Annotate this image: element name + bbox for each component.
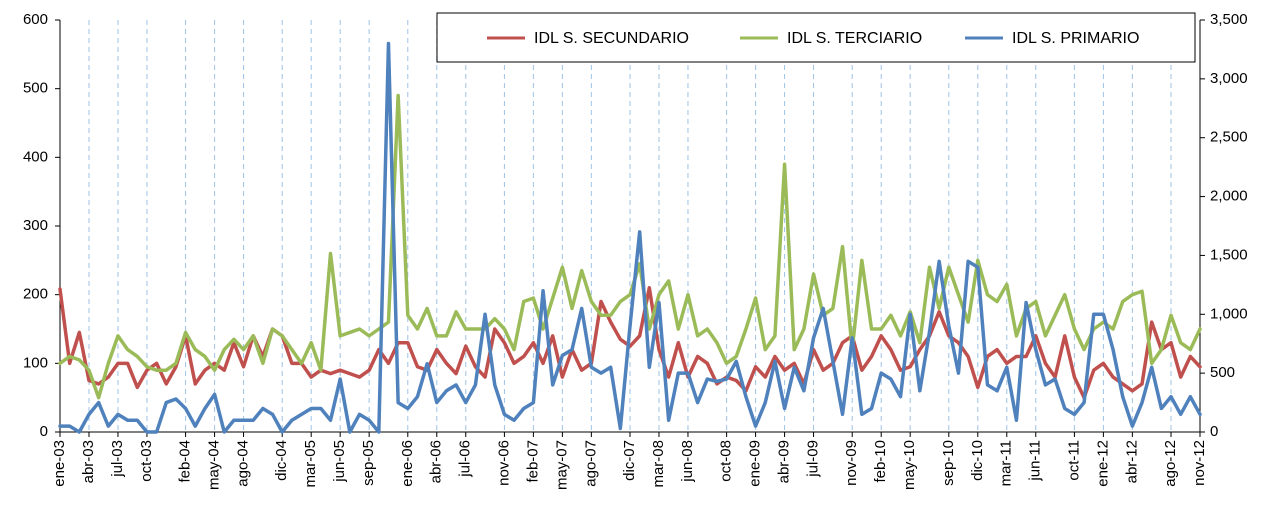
series-line [58, 93, 1202, 400]
x-tick-label: dic-04 [273, 440, 290, 481]
x-tick-label: ene-06 [399, 440, 416, 487]
y2-tick-label: 1,000 [1210, 305, 1248, 322]
x-tick-label: abr-09 [776, 440, 793, 483]
x-tick-label: jun-11 [1027, 440, 1044, 482]
x-tick-label: jul-09 [805, 440, 822, 478]
y-tick-label: 200 [23, 286, 48, 303]
legend-box [436, 12, 1196, 63]
x-tick-label: may-07 [553, 440, 570, 490]
x-tick-label: sep-05 [360, 440, 377, 486]
x-tick-label: oct-08 [718, 440, 735, 482]
x-tick-label: may-04 [206, 440, 223, 490]
x-tick-label: ene-09 [747, 440, 764, 487]
x-tick-label: sep-10 [940, 440, 957, 486]
x-tick-label: jun-08 [679, 440, 696, 483]
x-tick-label: dic-10 [969, 440, 986, 481]
x-tick-label: mar-11 [998, 440, 1015, 486]
y-tick-label: 400 [23, 148, 48, 165]
legend: IDL S. SECUNDARIO IDL S. TERCIARIO IDL S. … [436, 12, 1196, 63]
x-tick-label: ago-12 [1162, 440, 1179, 487]
y2-tick-label: 500 [1210, 364, 1235, 381]
y2-tick-label: 0 [1210, 423, 1218, 440]
x-tick-label: oct-11 [1065, 440, 1082, 481]
x-tick-label: feb-04 [177, 440, 194, 483]
x-tick-label: ago-04 [235, 440, 252, 487]
x-tick-label: abr-12 [1123, 440, 1140, 483]
y2-tick-label: 3,000 [1210, 70, 1248, 87]
series-line [58, 286, 1202, 400]
x-tick-label: jul-06 [457, 440, 474, 478]
legend-label: IDL S. SECUNDARIO [534, 30, 689, 47]
y-tick-label: 100 [23, 354, 48, 371]
x-tick-label: mar-08 [650, 440, 667, 488]
y-tick-label: 0 [40, 423, 48, 440]
y2-tick-label: 2,000 [1210, 188, 1248, 205]
x-tick-label: abr-03 [80, 440, 97, 483]
y-tick-label: 300 [23, 217, 48, 234]
series-line [58, 41, 1202, 434]
legend-label: IDL S. TERCIARIO [787, 30, 922, 47]
x-tick-label: nov-12 [1191, 440, 1208, 486]
x-tick-label: nov-06 [495, 440, 512, 486]
x-tick-label: ago-07 [582, 440, 599, 487]
x-tick-label: mar-05 [302, 440, 319, 488]
x-tick-label: feb-07 [524, 440, 541, 483]
x-tick-label: dic-07 [621, 440, 638, 481]
x-tick-label: feb-10 [872, 440, 889, 483]
x-tick-label: jun-05 [331, 440, 348, 483]
x-tick-label: may-10 [901, 440, 918, 490]
y2-tick-label: 2,500 [1210, 129, 1248, 146]
legend-label: IDL S. PRIMARIO [1012, 30, 1139, 47]
x-tick-label: ene-03 [51, 440, 68, 487]
y2-tick-label: 1,500 [1210, 246, 1248, 263]
x-tick-label: jul-03 [109, 440, 126, 478]
y2-tick-label: 3,500 [1210, 11, 1248, 28]
x-tick-label: abr-06 [428, 440, 445, 483]
y-tick-label: 500 [23, 80, 48, 97]
x-tick-label: oct-03 [138, 440, 155, 482]
x-tick-label: ene-12 [1094, 440, 1111, 487]
x-tick-label: nov-09 [843, 440, 860, 486]
y-tick-label: 600 [23, 11, 48, 28]
